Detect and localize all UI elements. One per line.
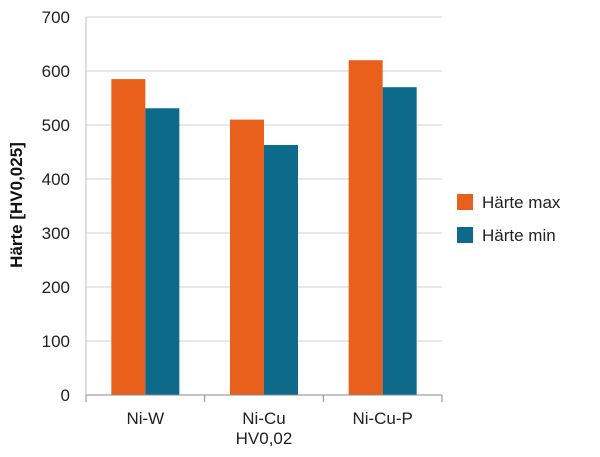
x-tick-label: Ni-Cu-P [352,409,412,428]
x-axis [85,394,443,402]
bar-min [382,87,417,395]
y-tick-label: 0 [61,386,70,405]
y-tick-label: 200 [42,278,70,297]
y-tick-label: 500 [42,116,70,135]
legend-label: Härte max [482,193,561,212]
bar-max [111,79,146,395]
y-tick-label: 400 [42,170,70,189]
bar-min [264,144,298,395]
x-tick-label: Ni-W [126,409,164,428]
bars [111,60,417,395]
y-axis-title: Härte [HV0,025] [7,142,26,268]
legend-label: Härte min [482,226,556,245]
legend-swatch [457,227,473,243]
x-axis-ticks: Ni-W Ni-Cu HV0,02 Ni-Cu-P [126,409,412,448]
bar-min [145,108,180,395]
y-tick-label: 100 [42,332,70,351]
bar-max [230,119,264,395]
legend: Härte max Härte min [457,193,561,245]
legend-swatch [457,194,473,210]
y-tick-label: 700 [42,8,70,27]
y-axis-ticks: 0 100 200 300 400 500 600 700 [42,8,70,405]
bar-max [348,60,383,395]
y-tick-label: 300 [42,224,70,243]
x-tick-label: Ni-Cu HV0,02 [236,409,293,448]
y-tick-label: 600 [42,62,70,81]
